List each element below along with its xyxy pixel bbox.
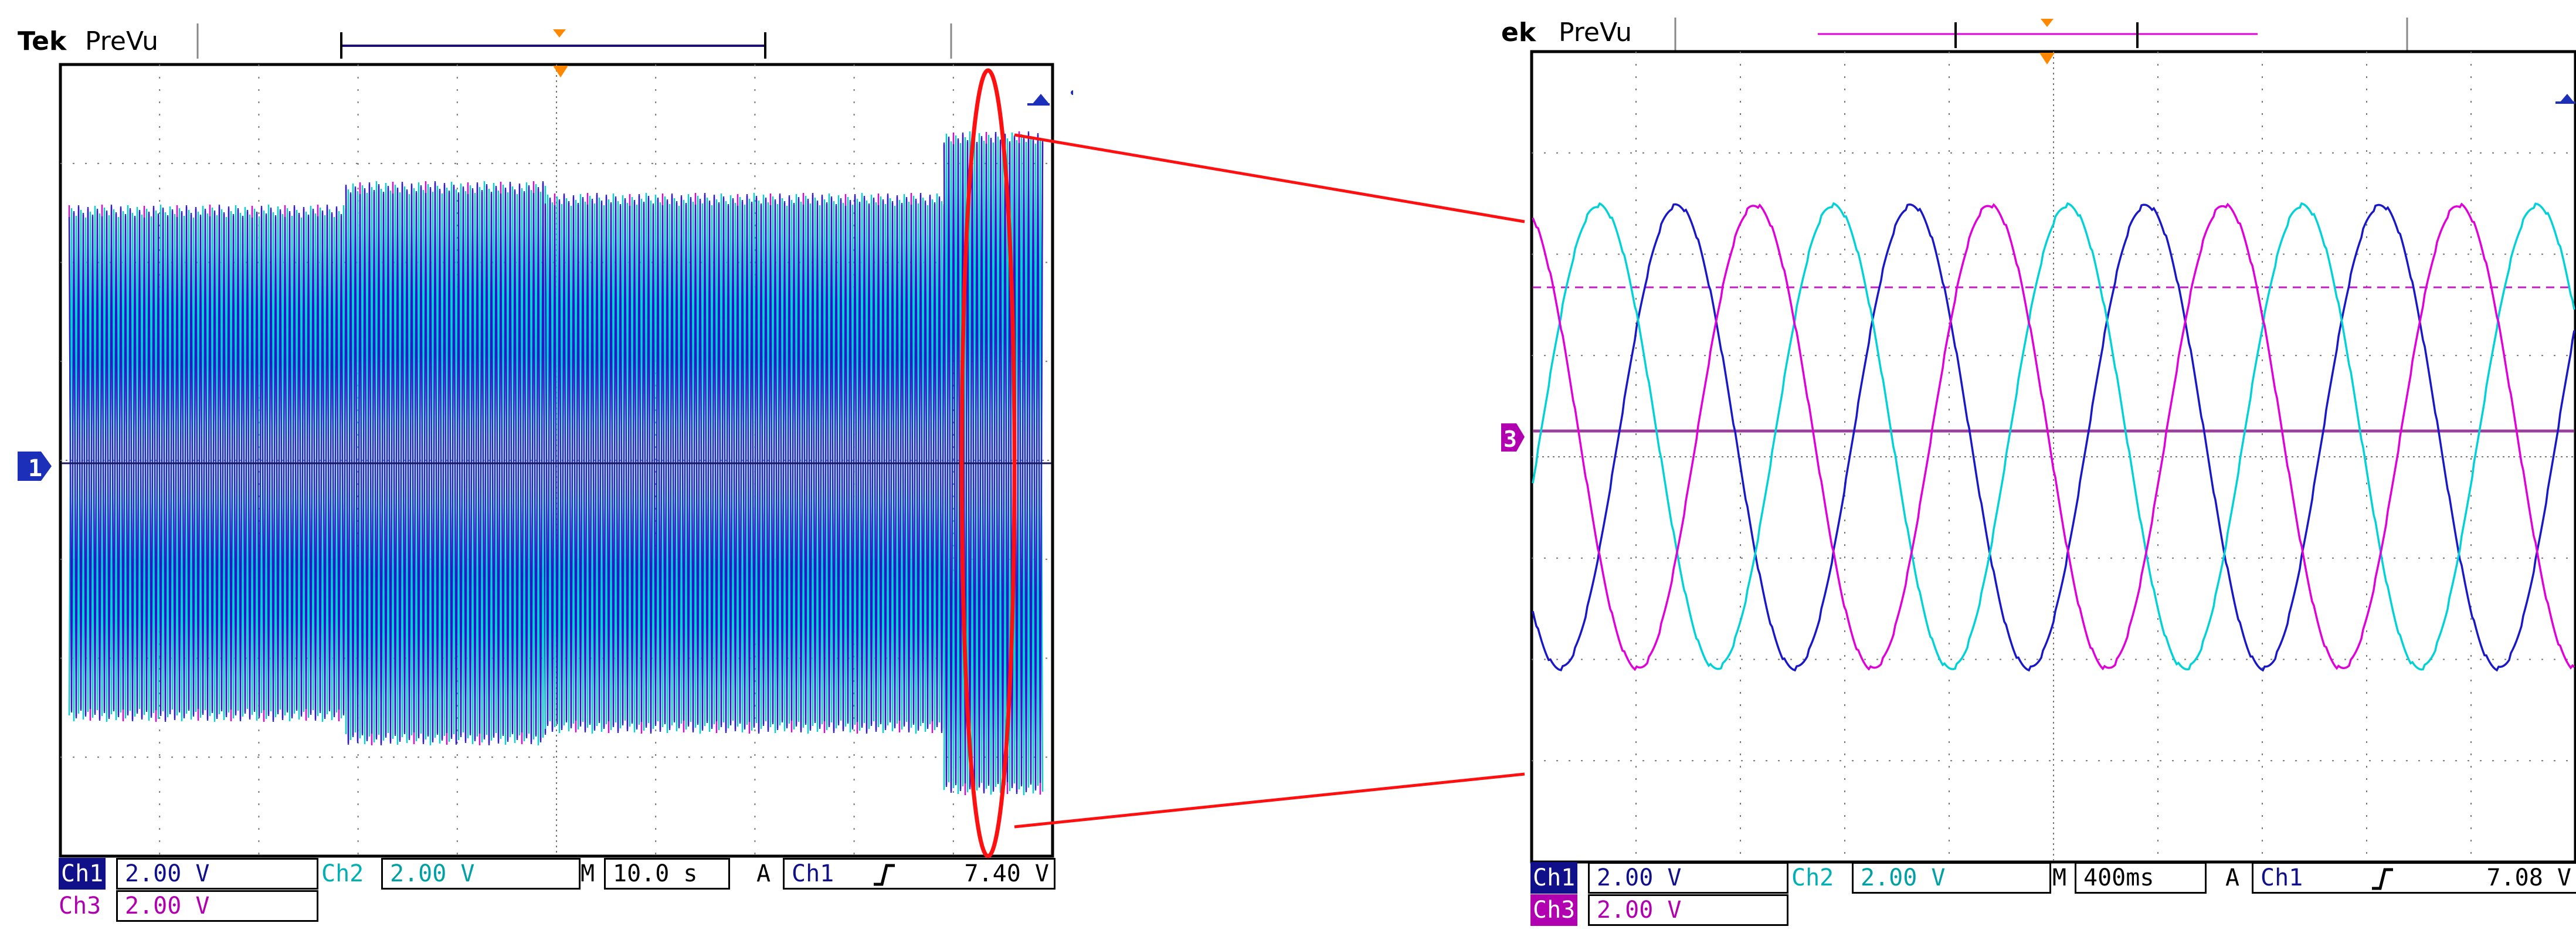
rising-edge-icon xyxy=(2372,868,2393,890)
trigger-source: Ch1 xyxy=(2261,864,2303,891)
acquisition-mode: PreVu xyxy=(1559,18,1632,47)
ch2-scale: 2.00 V xyxy=(1852,862,2051,894)
trigger-readout: Ch1 7.40 V xyxy=(783,858,1055,890)
time-label: M xyxy=(581,860,595,887)
ch3-scale: 2.00 V xyxy=(1588,894,1788,926)
ch1-marker-label: 1 xyxy=(28,455,42,482)
ch1-tag: Ch1 xyxy=(1530,862,1578,894)
timebase-scale: 10.0 s xyxy=(604,858,730,890)
brand-logo: Tek xyxy=(18,26,67,56)
trigger-level: 7.40 V xyxy=(964,860,1050,887)
trigger-position-icon xyxy=(2039,53,2055,65)
trigger-readout: Ch1 7.08 V xyxy=(2252,862,2576,894)
ch3-ground-marker-icon xyxy=(1501,423,1525,452)
ch2-tag: Ch2 xyxy=(1791,864,1834,891)
right-waveform xyxy=(1532,202,2575,672)
ch1-ground-marker-icon xyxy=(18,452,52,481)
trigger-position-icon xyxy=(553,66,568,77)
ch2-tag: Ch2 xyxy=(321,860,364,887)
ch1-scale: 2.00 V xyxy=(1588,862,1788,894)
trigger-level-icon xyxy=(1032,94,1050,104)
ch3-tag: Ch3 xyxy=(1530,894,1578,926)
right-scope-display: 3 xyxy=(1501,18,2576,864)
ch3-tag: Ch3 xyxy=(59,893,101,919)
acquisition-mode: PreVu xyxy=(85,26,158,56)
time-label: M xyxy=(2052,864,2067,891)
trigger-label: A xyxy=(2225,864,2240,891)
left-scope: Tek PreVu 1 Ch1 2.00 V Ch2 2.00 V M 10.0… xyxy=(0,0,1073,940)
left-waveform xyxy=(62,131,1051,796)
ch1-scale: 2.00 V xyxy=(116,858,318,890)
ch1-tag: Ch1 xyxy=(59,858,106,890)
trigger-source: Ch1 xyxy=(792,860,834,887)
zoom-region-highlight xyxy=(959,68,1017,858)
trigger-label: A xyxy=(756,860,771,887)
ch3-scale: 2.00 V xyxy=(116,890,318,922)
trigger-level-icon xyxy=(2560,94,2574,103)
ch3-marker-label: 3 xyxy=(1503,426,1517,452)
rising-edge-icon xyxy=(874,864,895,886)
ch2-scale: 2.00 V xyxy=(381,858,581,890)
brand-logo: ek xyxy=(1501,18,1536,47)
left-scope-display: 1 xyxy=(18,23,1073,858)
right-scope: ek PreVu 3 Ch1 2.00 V Ch2 2.00 V M 400ms… xyxy=(1501,0,2576,940)
trigger-level: 7.08 V xyxy=(2486,864,2572,891)
timebase-scale: 400ms xyxy=(2075,862,2207,894)
